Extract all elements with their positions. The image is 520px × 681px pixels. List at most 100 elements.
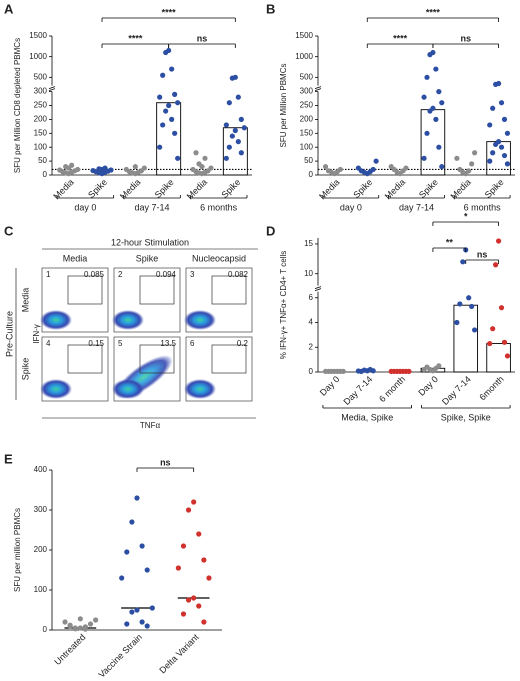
data-point [96,166,102,172]
density-blob [112,310,144,330]
data-point [388,164,394,170]
data-point [322,368,329,374]
y-tick-label: 2 [309,342,314,351]
data-point [421,94,427,100]
y-tick-label: 1000 [295,52,313,61]
data-point [355,165,361,171]
y-tick-label: 10 [304,269,313,278]
y-tick-label: 1500 [295,31,313,40]
group-label: day 7-14 [399,202,434,212]
data-point [501,152,508,159]
data-point [139,619,145,625]
y-axis-label: SFU per Million PBMCs [279,63,288,147]
gate [211,344,247,374]
data-point [337,166,343,173]
x-tick-label: Delta Variant [157,632,201,676]
data-point [235,139,241,145]
significance-label: **** [128,33,143,43]
data-point [172,91,178,97]
data-point [229,75,235,81]
significance-label: * [464,211,468,221]
data-point [487,158,493,164]
group-label: day 0 [340,202,362,212]
significance-label: ns [160,457,171,467]
data-point [160,122,166,128]
data-point [134,607,140,613]
group-label: day 0 [74,202,96,212]
data-point [185,507,192,513]
panel-letter: B [266,1,275,16]
y-tick-label: 300 [34,505,48,514]
y-axis-label: SFU per Million CD8 depleted PBMCs [13,38,22,173]
data-point [460,259,466,265]
density-blob [112,379,144,399]
data-point [163,49,169,56]
data-point [457,166,463,173]
group-label: day 7-14 [134,202,169,212]
data-point [206,575,212,581]
data-point [129,519,135,525]
data-point [424,74,430,80]
data-point [119,575,125,581]
data-point [325,168,332,174]
data-point [185,597,192,603]
data-point [490,105,496,111]
x-tick-label: Spike [417,177,440,200]
data-point [129,609,135,615]
data-point [72,625,78,631]
data-point [436,144,442,150]
data-point [169,116,175,122]
y-tick-label: 300 [300,87,314,96]
data-point [190,166,196,173]
data-point [340,368,346,374]
data-point [457,301,463,307]
data-point [191,499,197,505]
data-point [466,168,472,174]
x-tick-label: Vaccine Strain [96,632,144,680]
y-tick-label: 250 [300,101,314,110]
data-point [139,543,145,549]
data-point [439,100,445,106]
data-point [472,327,478,333]
data-point [102,165,108,171]
data-point [93,617,99,623]
data-point [454,155,460,161]
data-point [180,543,187,549]
data-point [144,623,150,629]
y-axis-label: % IFN-γ+ TNFα+ CD4+ T cells [279,251,288,360]
data-point [196,603,202,609]
data-point [69,162,75,168]
axis-break [314,286,322,289]
significance-label: **** [426,7,441,17]
gate-value: 0.2 [237,339,249,348]
significance-label: ns [477,249,488,259]
density-blob [184,379,216,399]
plot-id: 2 [118,270,123,279]
data-point [421,366,427,373]
gate [139,344,175,374]
data-point [427,52,433,58]
data-point [472,150,478,156]
data-point [193,150,199,156]
data-point [421,155,427,161]
data-point [493,141,499,148]
y-tick-label: 100 [34,585,48,594]
data-point [144,567,150,573]
data-point [82,626,89,632]
y-tick-label: 0 [43,170,48,179]
data-point [322,164,329,170]
data-point [504,130,511,136]
x-tick-label: Spike [86,177,109,200]
gate [139,275,175,305]
x-tick-label: Untreated [52,632,87,667]
y-tick-label: 15 [304,239,313,248]
gate [211,275,247,305]
stim-header: 12-hour Stimulation [111,237,189,247]
data-point [87,621,94,627]
data-point [469,303,475,310]
y-tick-label: 200 [300,115,314,124]
group-label: 6 months [464,202,502,212]
data-point [201,619,207,625]
data-point [201,557,207,563]
